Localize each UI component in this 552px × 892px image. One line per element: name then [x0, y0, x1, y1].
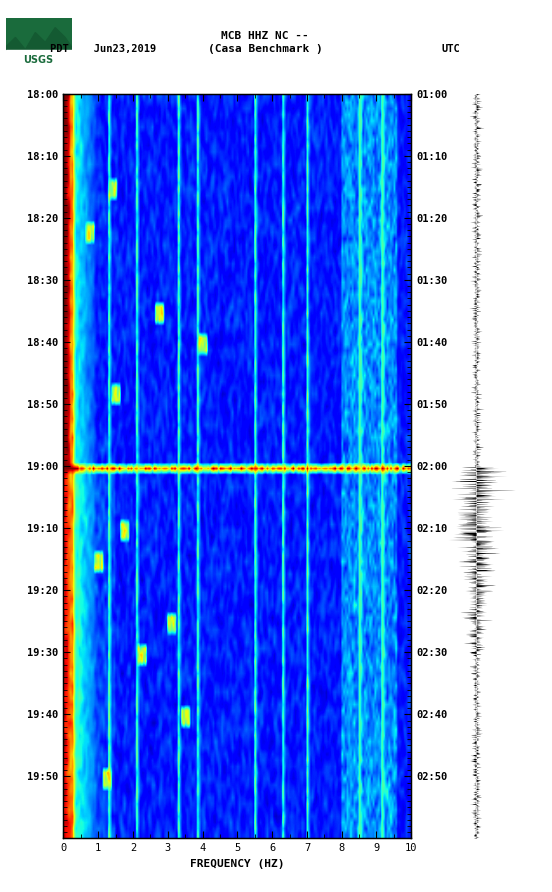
Bar: [6, 50, 72, 67]
Polygon shape: [6, 28, 72, 67]
X-axis label: FREQUENCY (HZ): FREQUENCY (HZ): [190, 859, 285, 869]
Text: USGS: USGS: [24, 54, 54, 64]
Text: (Casa Benchmark ): (Casa Benchmark ): [208, 44, 322, 54]
Text: PDT    Jun23,2019: PDT Jun23,2019: [50, 44, 156, 54]
Text: MCB HHZ NC --: MCB HHZ NC --: [221, 30, 309, 41]
Text: UTC: UTC: [442, 44, 460, 54]
